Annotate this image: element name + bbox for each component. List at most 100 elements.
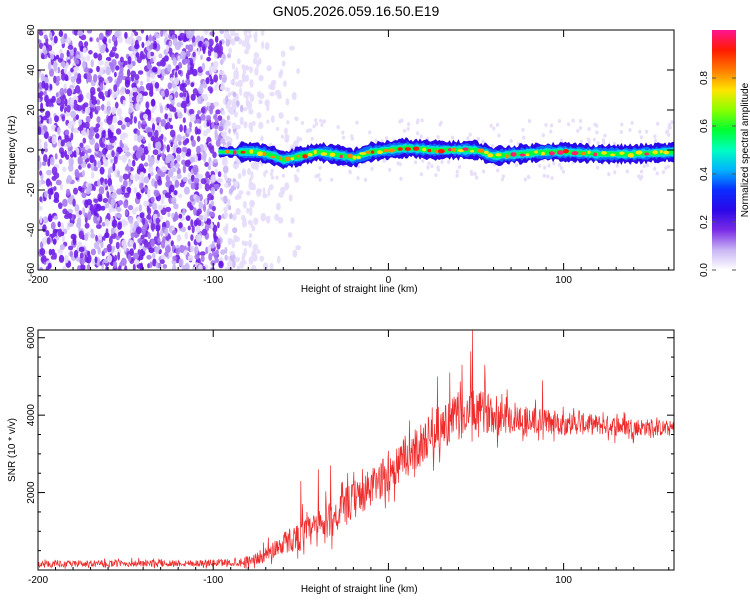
noise-cell [114, 254, 118, 262]
noise-cell [57, 139, 62, 148]
noise-cell [50, 221, 56, 230]
noise-cell [208, 252, 213, 261]
noise-cell [495, 122, 500, 127]
noise-cell [52, 238, 57, 245]
noise-cell [58, 254, 65, 263]
noise-cell [83, 102, 89, 108]
noise-cell [277, 216, 284, 224]
noise-cell [219, 30, 225, 35]
noise-cell [185, 215, 191, 222]
noise-cell [131, 45, 135, 52]
noise-cell [223, 206, 228, 213]
noise-cell [243, 30, 247, 36]
noise-cell [205, 101, 211, 107]
x-tick-label: -100 [203, 275, 223, 286]
noise-cell [165, 181, 170, 188]
noise-cell [269, 91, 275, 97]
noise-cell [65, 62, 69, 69]
noise-cell [368, 130, 372, 135]
noise-cell [51, 166, 58, 176]
noise-cell [135, 52, 140, 58]
noise-cell [134, 31, 139, 37]
signal-peak [580, 151, 586, 156]
noise-cell [98, 60, 104, 66]
noise-cell [209, 87, 213, 94]
noise-cell [198, 201, 204, 210]
noise-cell [154, 129, 159, 139]
noise-cell [38, 138, 42, 144]
noise-cell [538, 163, 542, 168]
noise-cell [177, 112, 183, 119]
signal-peak [352, 155, 356, 160]
noise-cell [47, 61, 52, 71]
signal-peak [487, 153, 494, 158]
noise-cell [88, 254, 92, 262]
noise-cell [596, 165, 600, 170]
noise-cell [145, 40, 152, 46]
y-tick-label: 0 [26, 147, 37, 153]
noise-cell [157, 124, 162, 133]
noise-cell [225, 120, 232, 127]
noise-cell [427, 161, 431, 166]
noise-cell [56, 97, 62, 104]
noise-cell [267, 188, 271, 197]
noise-cell [163, 55, 169, 62]
noise-cell [276, 126, 280, 131]
signal-peak [619, 151, 625, 155]
noise-cell [195, 195, 200, 203]
x-tick-label: -100 [203, 575, 223, 586]
noise-cell [124, 210, 128, 216]
noise-cell [87, 212, 92, 221]
x-tick-label: -200 [28, 575, 48, 586]
noise-cell [270, 168, 274, 173]
noise-cell [107, 144, 113, 151]
noise-cell [473, 171, 477, 176]
noise-cell [117, 265, 122, 270]
signal-peak [270, 155, 276, 159]
noise-cell [105, 48, 109, 53]
noise-cell [179, 92, 184, 98]
noise-cell [490, 144, 495, 149]
noise-cell [133, 242, 137, 250]
noise-cell [203, 143, 208, 153]
noise-cell [640, 169, 644, 174]
noise-cell [296, 68, 300, 74]
noise-cell [187, 172, 192, 179]
noise-cell [58, 158, 63, 165]
y-tick-label: 60 [26, 24, 37, 36]
noise-cell [237, 79, 243, 88]
noise-cell [150, 98, 156, 107]
noise-cell [191, 139, 196, 147]
noise-cell [236, 70, 239, 77]
noise-cell [136, 216, 141, 224]
signal-peak [347, 153, 353, 159]
noise-cell [587, 127, 591, 131]
noise-cell [114, 31, 120, 38]
noise-cell [217, 178, 223, 183]
noise-cell [217, 115, 223, 121]
noise-cell [42, 30, 47, 34]
noise-cell [239, 116, 244, 126]
noise-cell [249, 79, 254, 88]
noise-cell [132, 227, 136, 233]
noise-cell [178, 222, 183, 229]
noise-cell [170, 240, 174, 247]
noise-cell [47, 262, 52, 269]
noise-cell [201, 228, 208, 236]
noise-cell [38, 142, 42, 151]
noise-cell [139, 182, 144, 190]
noise-cell [82, 169, 85, 177]
noise-cell [79, 264, 86, 270]
noise-cell [93, 241, 100, 250]
noise-cell [66, 188, 71, 196]
noise-cell [62, 198, 68, 207]
noise-cell [38, 267, 44, 270]
noise-cell [398, 162, 402, 167]
noise-cell [243, 91, 250, 98]
noise-cell [89, 111, 93, 119]
noise-cell [107, 168, 111, 177]
noise-cell [190, 113, 196, 122]
noise-cell [69, 250, 74, 258]
noise-cell [164, 113, 168, 120]
signal-peak [397, 147, 403, 151]
